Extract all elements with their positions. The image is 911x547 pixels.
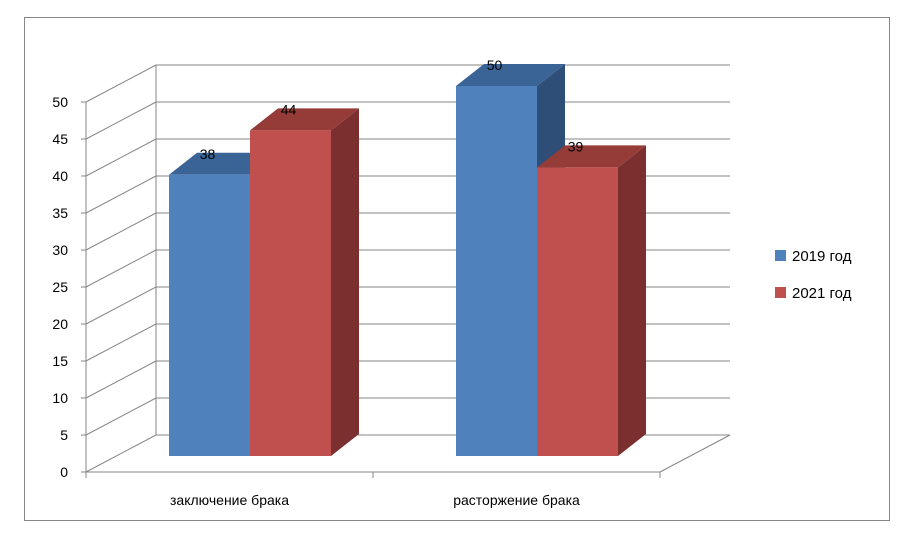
legend-label: 2019 год: [792, 248, 852, 265]
gridline-diagonal: [85, 286, 157, 325]
gridline-diagonal: [85, 64, 157, 103]
bar-top: [537, 145, 646, 168]
data-label: 38: [200, 146, 216, 162]
bar-side: [618, 145, 646, 456]
gridline-diagonal: [85, 397, 157, 436]
bar-side: [331, 108, 359, 457]
data-label: 39: [568, 138, 584, 154]
gridline-diagonal: [85, 434, 157, 473]
gridline-diagonal: [85, 101, 157, 140]
y-tick-label: 5: [60, 427, 68, 443]
x-tick-label: заключение брака: [170, 492, 289, 508]
x-tick-label: расторжение брака: [453, 492, 580, 508]
y-tick-label: 35: [52, 205, 68, 221]
bar-top: [456, 64, 565, 86]
bar: [537, 167, 618, 456]
data-label: 50: [487, 57, 503, 73]
legend-swatch: [775, 287, 786, 298]
bars: [169, 64, 646, 457]
gridline-diagonal: [85, 138, 157, 177]
gridline-diagonal: [85, 175, 157, 214]
y-tick-label: 40: [52, 168, 68, 184]
y-tick-label: 10: [52, 390, 68, 406]
y-tick-label: 20: [52, 316, 68, 332]
y-tick-label: 30: [52, 242, 68, 258]
bar: [250, 130, 331, 456]
bar: [456, 86, 537, 456]
y-tick-label: 25: [52, 279, 68, 295]
axes: [81, 65, 731, 478]
gridline-diagonal: [85, 360, 157, 399]
y-tick-label: 45: [52, 131, 68, 147]
labels: 0 5 10 15 20 25 30 35 40 45 50 заключение брака раст…: [52, 57, 583, 508]
y-tick-label: 0: [60, 464, 68, 480]
floor-edge: [659, 434, 731, 473]
legend-label: 2021 год: [792, 285, 852, 302]
y-tick-label: 15: [52, 353, 68, 369]
bar: [169, 174, 250, 457]
gridline-diagonal: [85, 323, 157, 362]
gridline-diagonal: [85, 212, 157, 251]
legend-swatch: [775, 250, 786, 261]
bar-top: [250, 108, 359, 131]
gridline-diagonal: [85, 249, 157, 288]
legend: 2019 год 2021 год: [775, 248, 852, 302]
data-label: 44: [281, 101, 297, 117]
y-tick-label: 50: [52, 94, 68, 110]
chart-frame: [24, 17, 890, 521]
